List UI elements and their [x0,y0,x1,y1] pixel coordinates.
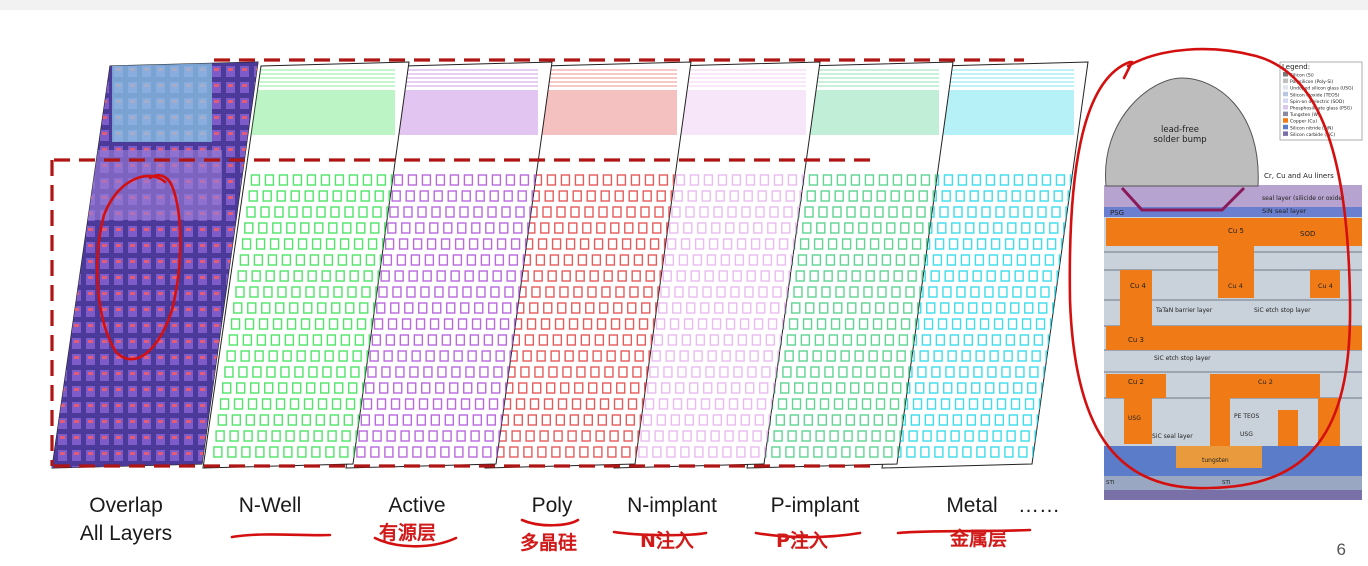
sti-label-2: STI [1222,480,1231,486]
legend-item: Phosphosilicate glass (PSG) [1290,106,1352,112]
handwritten-note-poly: 多晶硅 [520,532,578,554]
cu2-label-2: Cu 2 [1258,378,1273,386]
bump-label: lead-free [1161,125,1199,135]
cu4-label-2: Cu 4 [1228,282,1243,290]
psg-label: PSG [1110,209,1124,217]
handwritten-note-pimplant: P注入 [776,530,828,552]
tatan-label: TaTaN barrier layer [1155,307,1213,314]
legend-item: Silicon dioxide (TEOS) [1290,92,1340,98]
top-border [0,0,1368,10]
sin-seal-label: SiN seal layer [1262,207,1307,215]
layer-label-active: Active [388,494,446,517]
legend-item: Copper (Cu) [1290,119,1317,125]
tungsten-label: tungsten [1202,457,1229,464]
layer-label-n-implant: N-implant [627,494,717,517]
legend-item: Polysilicon (Poly-Si) [1290,79,1333,85]
legend-item: Undoped silicon glass (USG) [1290,86,1354,92]
teos-label: PE TEOS [1234,413,1259,420]
sic-seal-label: SiC seal layer [1152,433,1193,440]
cu3-label: Cu 3 [1128,336,1144,344]
legend-item: Silicon (Si) [1290,73,1314,79]
layer-label-p-implant: P-implant [770,494,860,517]
ellipsis: …… [1018,494,1060,517]
chip-cross-section: Legend: Silicon (Si)Polysilicon (Poly-Si)… [1104,61,1363,500]
usg-label: USG [1128,415,1141,422]
sic-etch-stop-label-2: SiC etch stop layer [1154,355,1211,362]
sti-label: STI [1106,480,1115,486]
handwritten-note-active: 有源层 [379,522,437,544]
legend-item: Spin-on dielectric (SOD) [1290,99,1344,105]
layer-label-metal: Metal [946,494,998,517]
cu2-label: Cu 2 [1128,378,1144,386]
layer-panel-n-well [202,61,410,469]
sic-etch-stop-label-1: SiC etch stop layer [1254,307,1311,314]
cu5-label: Cu 5 [1228,227,1244,235]
bump-label: solder bump [1153,135,1206,145]
cu4-label-3: Cu 4 [1318,282,1333,290]
layer-label-overlap: Overlap All Layers [79,494,173,545]
sod-label: SOD [1300,230,1315,238]
usg-label-2: USG [1240,431,1253,438]
legend-item: Silicon nitride (SiN) [1290,125,1333,131]
layer-panel-active [345,61,553,469]
page-number: 6 [1336,540,1346,559]
liners-label: Cr, Cu and Au liners [1264,172,1334,180]
handwritten-note-metal: 金属层 [950,528,1008,550]
legend-item: Silicon carbide (SiC) [1290,132,1335,138]
layer-label-n-well: N-Well [238,494,302,517]
layer-label-poly: Poly [531,494,573,517]
legend-item: Tungsten (W) [1289,112,1320,118]
handwritten-note-nimplant: N注入 [640,530,694,552]
cu4-label: Cu 4 [1130,282,1147,290]
seal-layer-label: seal layer (silicide or oxide) [1262,195,1344,202]
legend-title: Legend: [1282,63,1310,71]
